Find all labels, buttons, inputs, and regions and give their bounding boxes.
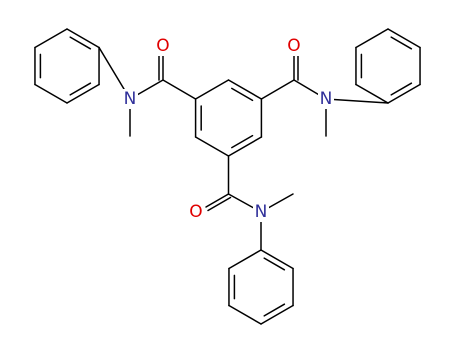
ring-bond [387,28,421,49]
ring-bond [260,249,294,270]
aromatic-bond [231,87,254,102]
ring-bond [34,28,68,49]
ring-bond [66,83,100,104]
ring-bond [227,136,263,157]
atom-label-background [188,202,204,222]
bond [260,79,295,100]
double-bond [205,193,230,208]
aromatic-bond [263,257,286,271]
ring-bond [227,79,263,100]
bond [162,79,197,100]
atom-label: O [287,36,300,56]
ring-bond [194,79,230,100]
atom-label-background [318,89,334,109]
atom-label: O [189,202,202,222]
aromatic-bond [231,134,254,149]
atom-label-background [122,89,138,109]
bond [325,98,389,104]
ring-bond [228,304,262,325]
aromatic-bond [390,82,413,96]
ring-bond [260,304,294,325]
atom-label-background [155,36,171,56]
ring-bond [194,136,230,157]
atom-label: O [156,36,169,56]
aromatic-bond [390,36,413,50]
ring-bond [66,28,100,49]
atom-label: N [255,202,268,222]
atom-label-background [286,36,302,56]
atom-label: N [320,89,333,109]
aromatic-bond [69,82,92,96]
aromatic-bond [69,36,92,50]
ring-bond [34,83,68,104]
ring-bond [387,83,421,104]
ring-bond [355,83,389,104]
ring-bond [228,249,262,270]
ring-bond [355,28,389,49]
double-bond [207,196,232,212]
atom-label-background [253,202,269,222]
atom-label: N [124,89,137,109]
aromatic-bond [263,303,286,317]
